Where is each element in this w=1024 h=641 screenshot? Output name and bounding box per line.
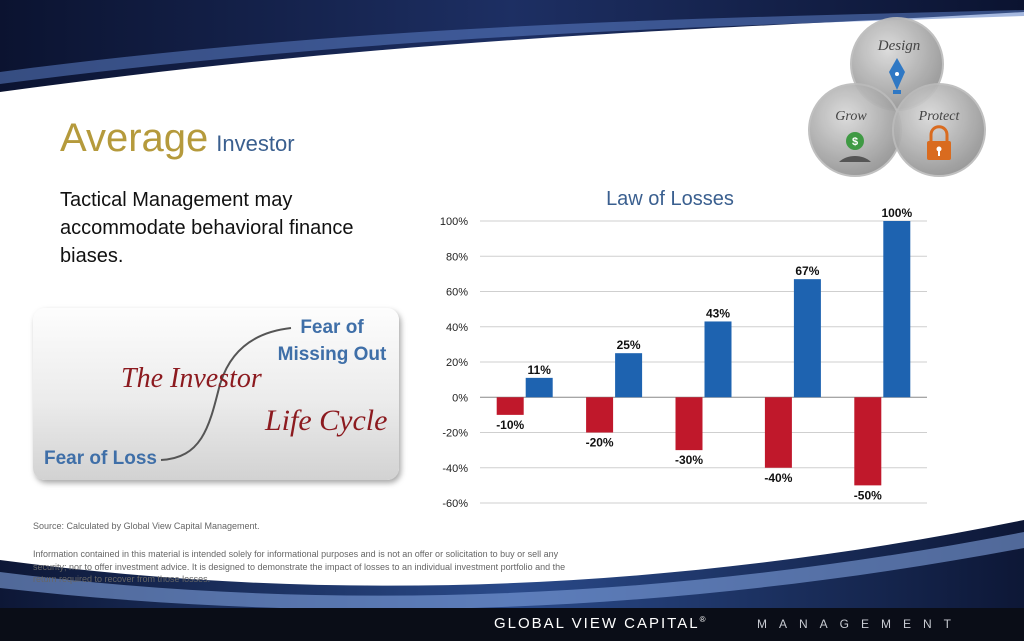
grow-text: Grow [835, 109, 867, 124]
padlock-icon [927, 125, 951, 160]
brand-name: GLOBAL VIEW CAPITAL® [494, 615, 707, 632]
bar-data-label: -30% [675, 453, 703, 467]
bar-data-label: -10% [496, 418, 524, 432]
life-cycle-title-line2: Life Cycle [265, 404, 388, 437]
brand-mark: ® [699, 615, 708, 624]
bar-data-label: -40% [764, 471, 792, 485]
y-tick-label: 0% [452, 392, 468, 404]
recovery-bar [883, 221, 911, 398]
pen-nib-icon [889, 58, 905, 94]
grow-circle [808, 83, 902, 177]
svg-text:$: $ [852, 136, 858, 148]
fear-of-missing-out-label: Fear of Missing Out [269, 314, 395, 368]
life-cycle-title-line1: The Investor [121, 363, 262, 394]
money-plant-icon: $ [839, 132, 871, 162]
bar-data-label: 43% [706, 306, 730, 320]
title-sub: Investor [216, 131, 295, 156]
y-tick-label: 60% [446, 287, 468, 299]
footer-bar [0, 608, 1024, 641]
loss-bar [764, 397, 792, 468]
y-tick-label: 20% [446, 357, 468, 369]
recovery-bar [704, 321, 732, 398]
design-text: Design [877, 38, 921, 54]
law-of-losses-chart: Law of Losses -60% -40% -20% 0% 20% 40% 60% 80%… [440, 188, 927, 510]
y-tick-label: -40% [442, 463, 468, 475]
recovery-bar [793, 279, 821, 398]
bar-data-label: 100% [881, 206, 912, 220]
protect-text: Protect [918, 109, 961, 124]
brand-text: GLOBAL VIEW CAPITAL [494, 615, 700, 632]
loss-bar [675, 397, 703, 451]
life-cycle-curve [160, 327, 292, 461]
slide-title: Average Investor [60, 116, 295, 161]
recovery-bar [525, 377, 553, 398]
chart-title: Law of Losses [606, 188, 734, 210]
source-text: Calculated by Global View Capital Manage… [64, 521, 260, 531]
source-note: Source: Calculated by Global View Capita… [33, 521, 259, 531]
loss-bar [586, 397, 614, 433]
y-tick-label: -20% [442, 428, 468, 440]
source-label: Source: [33, 521, 65, 531]
slide-subtitle: Tactical Management may accommodate beha… [60, 189, 354, 267]
logo-circles: Design Grow Protect $ [808, 17, 986, 177]
title-main: Average [60, 116, 209, 160]
bar-data-label: 67% [795, 264, 819, 278]
fear-missing-line2: Missing Out [277, 344, 387, 365]
bar-data-label: -20% [586, 436, 614, 450]
design-grow-protect-logo: Design Grow Protect $ [805, 14, 990, 184]
bar-data-label: 11% [528, 363, 552, 377]
disclaimer: Information contained in this material i… [33, 549, 566, 584]
fear-of-loss-label: Fear of Loss [44, 448, 157, 469]
brand-sub: MANAGEMENT [757, 617, 964, 631]
loss-bar [854, 397, 882, 486]
recovery-bar [615, 353, 643, 398]
fear-missing-line1: Fear of [300, 317, 364, 338]
investor-life-cycle-panel: Fear of Loss Fear of Missing Out The Inv… [33, 308, 399, 480]
protect-circle [892, 83, 986, 177]
bar-data-label: 25% [617, 338, 641, 352]
loss-bar [496, 397, 524, 415]
y-tick-label: 100% [440, 216, 468, 228]
y-tick-label: 40% [446, 322, 468, 334]
y-tick-label: 80% [446, 251, 468, 263]
y-tick-label: -60% [442, 498, 468, 510]
bar-data-label: -50% [854, 488, 882, 502]
